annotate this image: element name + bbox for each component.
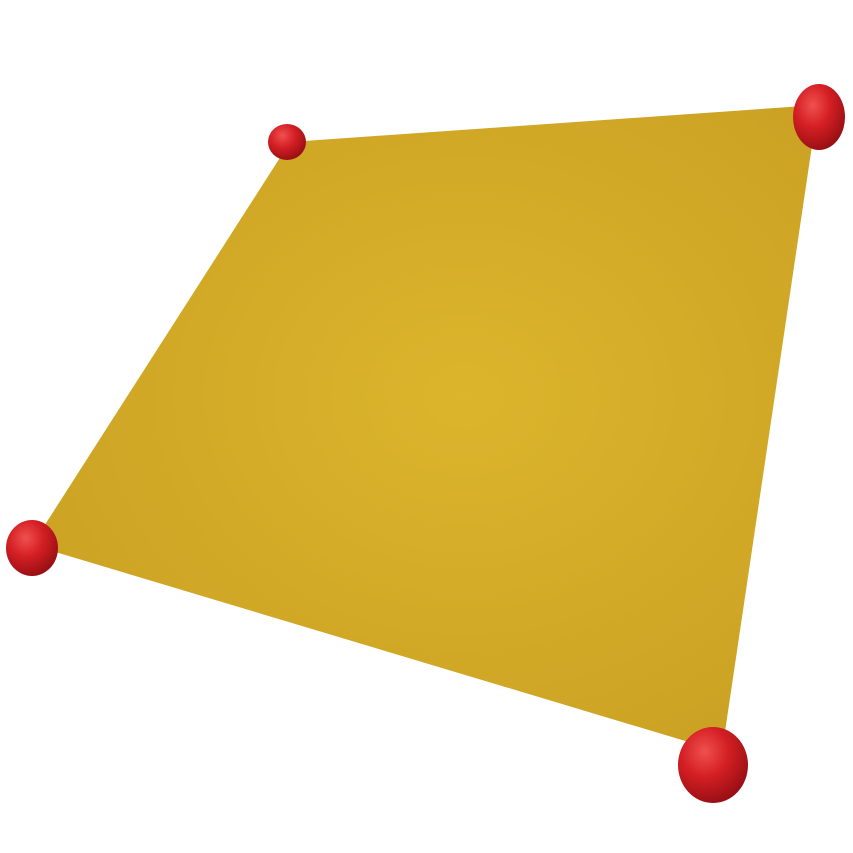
- vertex-bottom-left: [6, 520, 58, 576]
- vertex-top-right: [793, 84, 845, 150]
- vertex-top-left: [268, 124, 306, 160]
- polygon-face: [32, 105, 818, 752]
- vertex-bottom-right: [678, 727, 748, 803]
